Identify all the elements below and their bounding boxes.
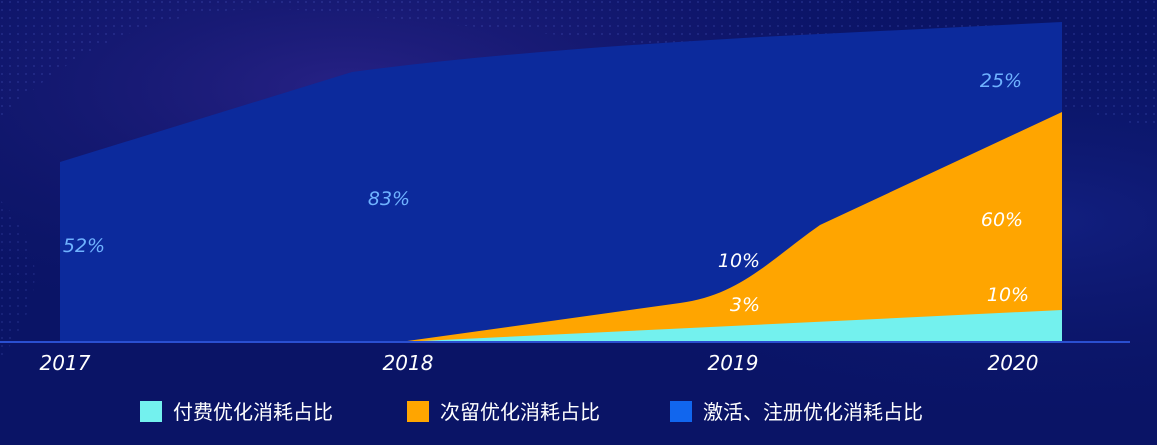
data-label-series2-2020: 25%: [980, 70, 1022, 92]
x-tick-label-2017: 2017: [40, 351, 91, 375]
legend-label-0: 付费优化消耗占比: [173, 400, 333, 424]
area-series-payment: [400, 310, 1062, 342]
legend-swatch-0: [140, 401, 162, 422]
legend: 付费优化消耗占比 次留优化消耗占比 激活、注册优化消耗占比: [140, 400, 923, 424]
data-label-series2-2018: 83%: [368, 188, 410, 210]
data-label-series1-2019: 10%: [718, 250, 760, 272]
legend-swatch-2: [670, 401, 692, 422]
data-label-series1-2020: 60%: [981, 209, 1023, 231]
data-label-series2-2017: 52%: [63, 235, 105, 257]
x-tick-label-2018: 2018: [383, 351, 434, 375]
x-tick-label-2019: 2019: [708, 351, 759, 375]
data-label-series0-2019: 3%: [730, 294, 760, 316]
x-tick-label-2020: 2020: [988, 351, 1039, 375]
legend-label-2: 激活、注册优化消耗占比: [703, 400, 923, 424]
data-label-series0-2020: 10%: [987, 284, 1029, 306]
area-series-retention: [400, 112, 1062, 342]
legend-swatch-1: [407, 401, 429, 422]
chart-marks: 2017 2018 2019 2020 3% 10% 10% 60% 52% 83% 25%: [40, 70, 1039, 375]
legend-label-1: 次留优化消耗占比: [440, 400, 600, 424]
